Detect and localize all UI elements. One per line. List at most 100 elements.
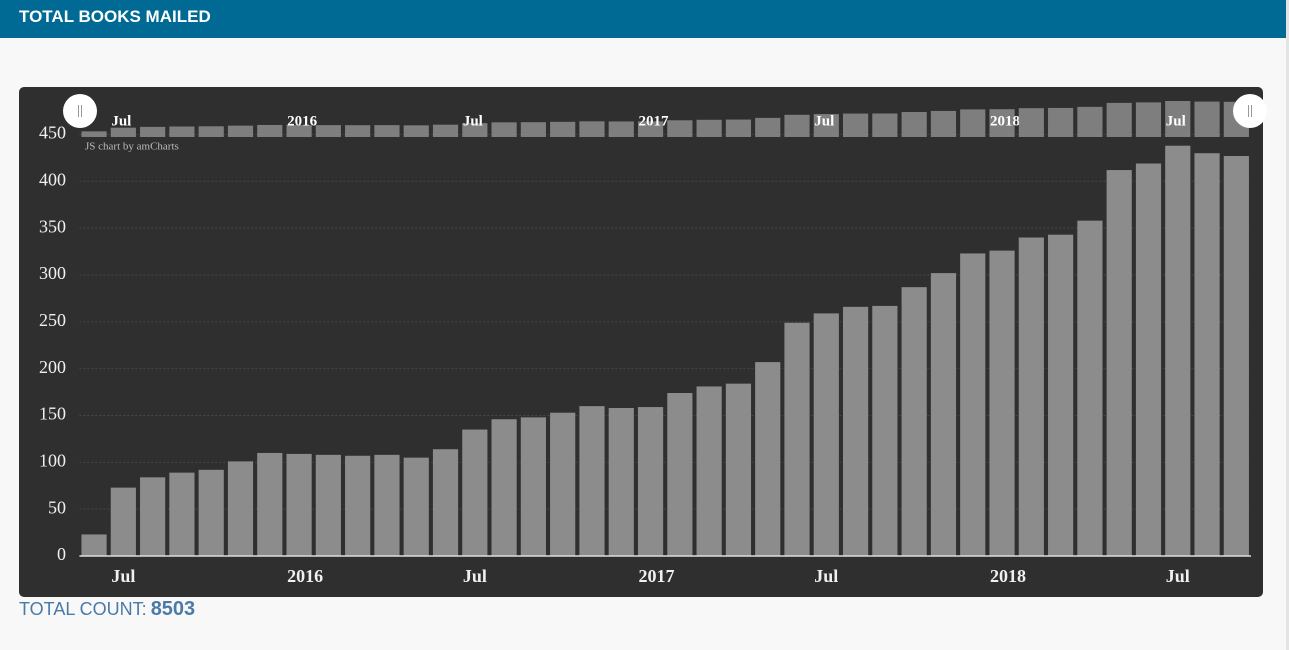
page-border: [1286, 0, 1289, 650]
y-tick-label: 50: [48, 497, 66, 517]
scrollbar-bar: [257, 124, 283, 137]
scrollbar-bar: [374, 125, 400, 137]
bar: [989, 250, 1015, 556]
bar: [1018, 237, 1044, 557]
scrollbar-bar: [579, 121, 605, 137]
bar: [930, 273, 957, 556]
scrollbar-bar: [345, 125, 371, 137]
scrollbar-bar: [403, 125, 429, 137]
scrollbar-handle: [1233, 94, 1267, 128]
bar: [696, 386, 722, 556]
scrollbar-bar: [960, 109, 986, 137]
bar: [872, 305, 898, 556]
scrollbar-bar: [1018, 108, 1044, 137]
scrollbar-bar: [110, 127, 136, 137]
x-tick-label: Jul: [463, 566, 487, 586]
total-count: TOTAL COUNT: 8503: [19, 598, 195, 621]
total-count-label: TOTAL COUNT:: [19, 599, 147, 619]
bar: [110, 487, 136, 556]
scrollbar-bar: [608, 121, 634, 137]
scrollbar-bar: [286, 125, 312, 137]
bar: [169, 472, 195, 556]
bar: [257, 452, 283, 556]
y-tick-label: 300: [39, 263, 66, 283]
y-tick-label: 150: [39, 404, 66, 424]
scrollbar-label: Jul: [814, 113, 834, 129]
total-count-value: 8503: [150, 598, 196, 620]
bar: [227, 461, 254, 556]
bar: [1077, 220, 1103, 556]
chart-credit: JS chart by amCharts: [85, 141, 179, 153]
bar: [1165, 145, 1191, 556]
bar: [901, 287, 927, 556]
scrollbar-bar: [1048, 107, 1074, 137]
scrollbar-label: 2018: [990, 113, 1020, 129]
y-tick-label: 250: [39, 310, 66, 330]
bar: [345, 455, 371, 556]
bar: [491, 419, 517, 556]
x-tick-label: 2017: [639, 566, 675, 586]
bar: [1048, 234, 1074, 556]
bar: [403, 457, 429, 556]
scrollbar-bar: [169, 126, 195, 137]
bar: [579, 406, 605, 556]
bar: [286, 453, 312, 556]
scrollbar-bar: [432, 124, 459, 137]
chart: JS chart by amCharts 0 50 100 150 200 250 300 3…: [19, 87, 1267, 597]
scrollbar-bar: [198, 126, 224, 137]
scrollbar-bar: [1194, 101, 1220, 137]
scrollbar-bar: [1165, 101, 1191, 137]
scrollbar-bar: [227, 125, 254, 137]
scrollbar-bar: [81, 131, 107, 137]
bar: [784, 322, 810, 556]
bar: [725, 383, 752, 556]
bar: [667, 393, 693, 556]
bar: [608, 407, 634, 556]
bar: [432, 449, 459, 556]
scrollbar-bar: [520, 122, 546, 137]
bar: [960, 253, 986, 556]
x-tick-label: Jul: [1166, 566, 1190, 586]
bar: [140, 477, 166, 556]
bar: [520, 417, 546, 556]
scrollbar-handle: [63, 94, 97, 128]
bar: [755, 362, 781, 556]
scrollbar-bar: [1077, 106, 1103, 137]
y-tick-label: 0: [57, 544, 66, 564]
scrollbar-label: 2017: [639, 113, 670, 129]
scrollbar-bar: [667, 120, 693, 137]
x-tick-label: 2018: [990, 566, 1026, 586]
scrollbar-bar: [842, 113, 869, 137]
y-tick-label: 450: [39, 123, 66, 143]
scrollbar-bar: [784, 114, 810, 137]
scrollbar-bar: [1106, 102, 1132, 137]
bar: [842, 306, 869, 556]
scrollbar-bar: [901, 112, 927, 137]
bar: [374, 454, 400, 556]
scrollbar-bar: [930, 110, 957, 137]
y-tick-label: 200: [39, 357, 66, 377]
bar: [637, 407, 664, 556]
bar: [315, 454, 341, 556]
scrollbar-label: Jul: [111, 113, 131, 129]
scrollbar-label: Jul: [463, 113, 483, 129]
scrollbar-bar: [550, 121, 576, 137]
x-tick-label: 2016: [287, 566, 323, 586]
scrollbar-bar: [755, 117, 781, 137]
scrollbar-bar: [725, 119, 752, 137]
bar: [462, 429, 488, 556]
scrollbar-bar: [637, 121, 664, 137]
y-tick-label: 400: [39, 169, 66, 189]
scrollbar-label: 2016: [287, 113, 318, 129]
bar: [198, 469, 224, 556]
y-tick-label: 350: [39, 216, 66, 236]
bar: [1135, 163, 1162, 556]
bar: [1194, 153, 1220, 556]
bar: [81, 534, 107, 556]
scrollbar-bar: [315, 125, 341, 137]
scrollbar-bar: [462, 123, 488, 137]
scrollbar-label: Jul: [1166, 113, 1186, 129]
scrollbar-bar: [813, 114, 839, 137]
bar: [1106, 170, 1132, 556]
